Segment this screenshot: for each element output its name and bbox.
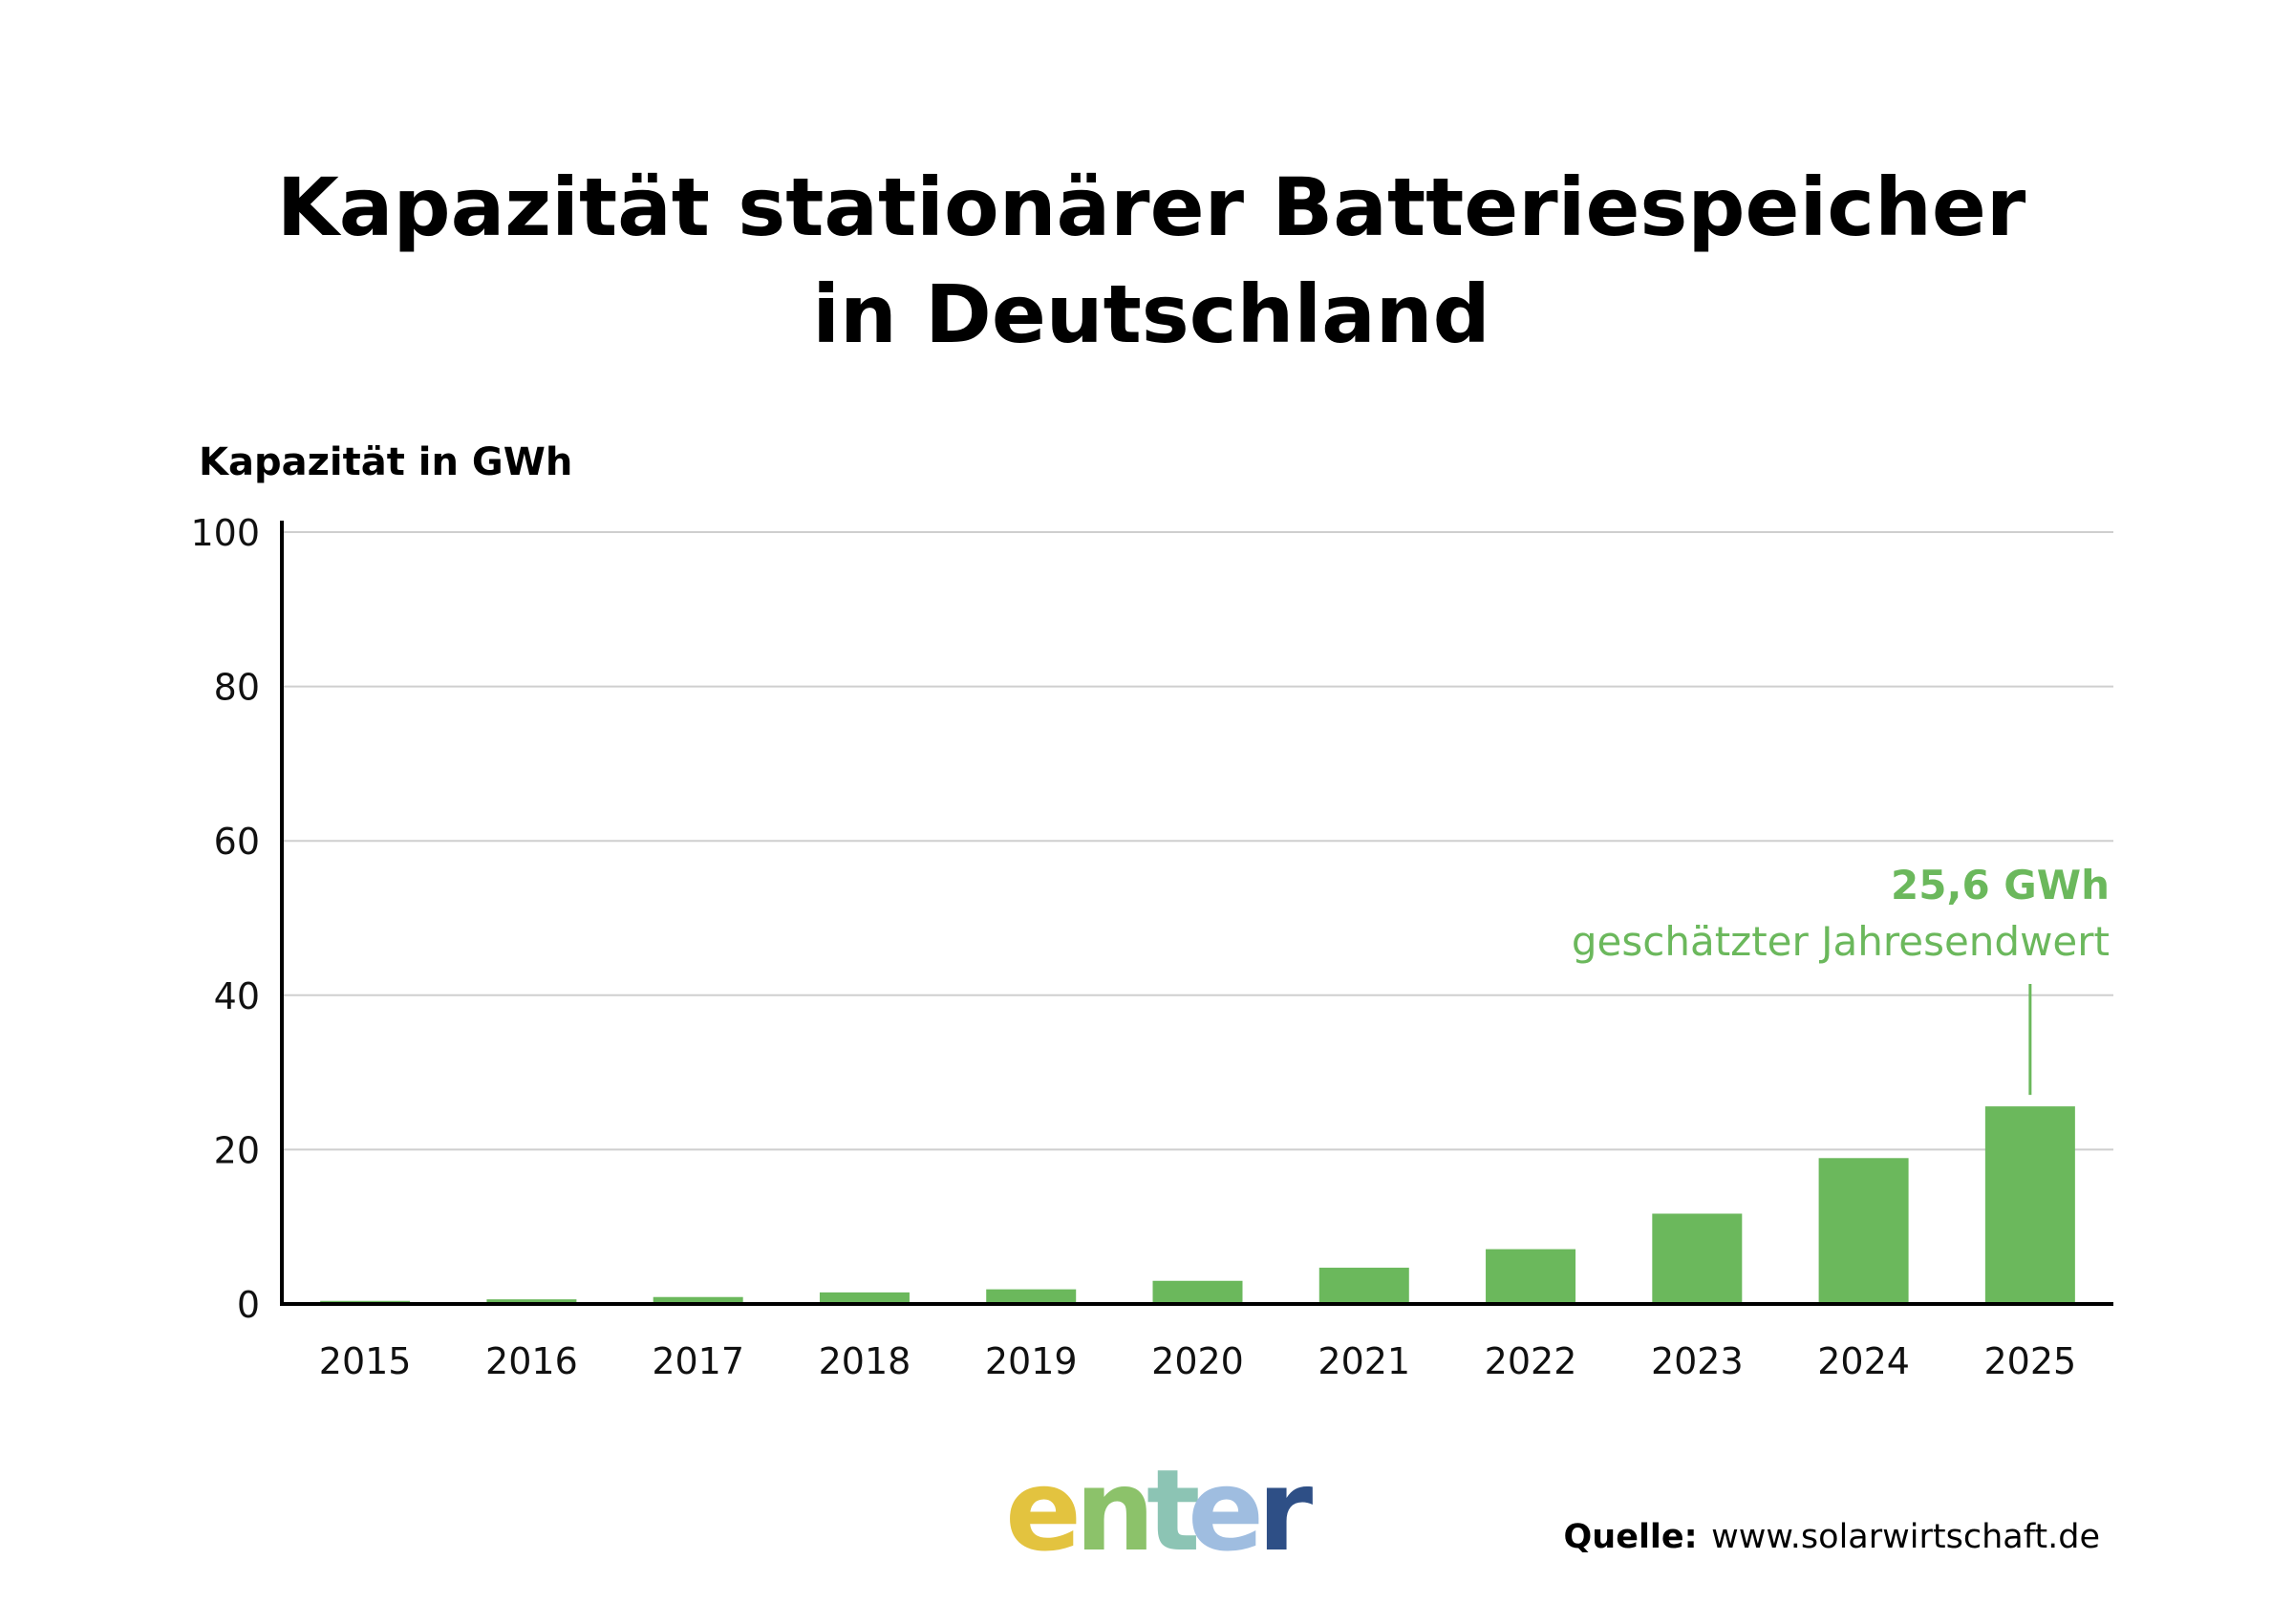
y-tick-label: 60 [214, 821, 260, 863]
bar-2020 [1152, 1280, 1243, 1304]
logo-letter-r: r [1257, 1444, 1313, 1576]
x-tick-label: 2024 [1817, 1340, 1910, 1382]
logo-letter-t: t [1146, 1444, 1200, 1576]
annotation: 25,6 GWh geschätzter Jahresendwert [1572, 862, 2110, 1096]
y-tick-label: 40 [214, 975, 260, 1017]
bar-2025 [1984, 1106, 2075, 1304]
y-tick-label: 100 [190, 512, 260, 554]
y-tick-label: 20 [214, 1129, 260, 1171]
y-axis-label: Kapazität in GWh [199, 440, 572, 484]
y-tick-label: 80 [214, 667, 260, 709]
x-tick-label: 2021 [1318, 1340, 1410, 1382]
bar-2021 [1318, 1268, 1409, 1304]
x-tick-label: 2023 [1651, 1340, 1744, 1382]
source-label: Quelle: [1564, 1518, 1698, 1556]
source-line: Quelle: www.solarwirtschaft.de [1564, 1518, 2100, 1556]
x-tick-labels: 2015 2016 2017 2018 2019 2020 2021 2022 2023 2024… [319, 1340, 2076, 1382]
bar-2019 [986, 1289, 1077, 1304]
x-tick-label: 2018 [819, 1340, 911, 1382]
x-tick-label: 2025 [1984, 1340, 2077, 1382]
chart-title-line-1: Kapazität stationärer Batteriespeicher [277, 160, 2026, 254]
logo-letter-e2: e [1188, 1444, 1264, 1576]
bar-2018 [819, 1292, 910, 1304]
y-tick-labels: 0 20 40 60 80 100 [190, 512, 260, 1326]
chart-title-line-2: in Deutschland [812, 267, 1490, 361]
annotation-value: 25,6 GWh [1891, 862, 2110, 908]
x-tick-label: 2017 [652, 1340, 744, 1382]
bar-2016 [486, 1299, 577, 1304]
x-tick-label: 2015 [319, 1340, 412, 1382]
x-tick-label: 2019 [985, 1340, 1078, 1382]
bar-2024 [1818, 1158, 1909, 1304]
bar-2023 [1652, 1213, 1743, 1304]
source-value: www.solarwirtschaft.de [1711, 1518, 2100, 1556]
x-tick-label: 2020 [1151, 1340, 1244, 1382]
y-tick-label: 0 [237, 1284, 260, 1326]
gridlines [282, 531, 2113, 1151]
bar-2017 [653, 1296, 743, 1304]
x-tick-label: 2022 [1485, 1340, 1577, 1382]
annotation-text: geschätzter Jahresendwert [1572, 918, 2110, 965]
x-tick-label: 2016 [485, 1340, 578, 1382]
enter-logo: e n t e r [1005, 1444, 1313, 1576]
logo-letter-e1: e [1005, 1444, 1082, 1576]
logo-letter-n: n [1075, 1444, 1155, 1576]
bars [320, 1106, 2075, 1304]
bar-2022 [1486, 1249, 1576, 1304]
